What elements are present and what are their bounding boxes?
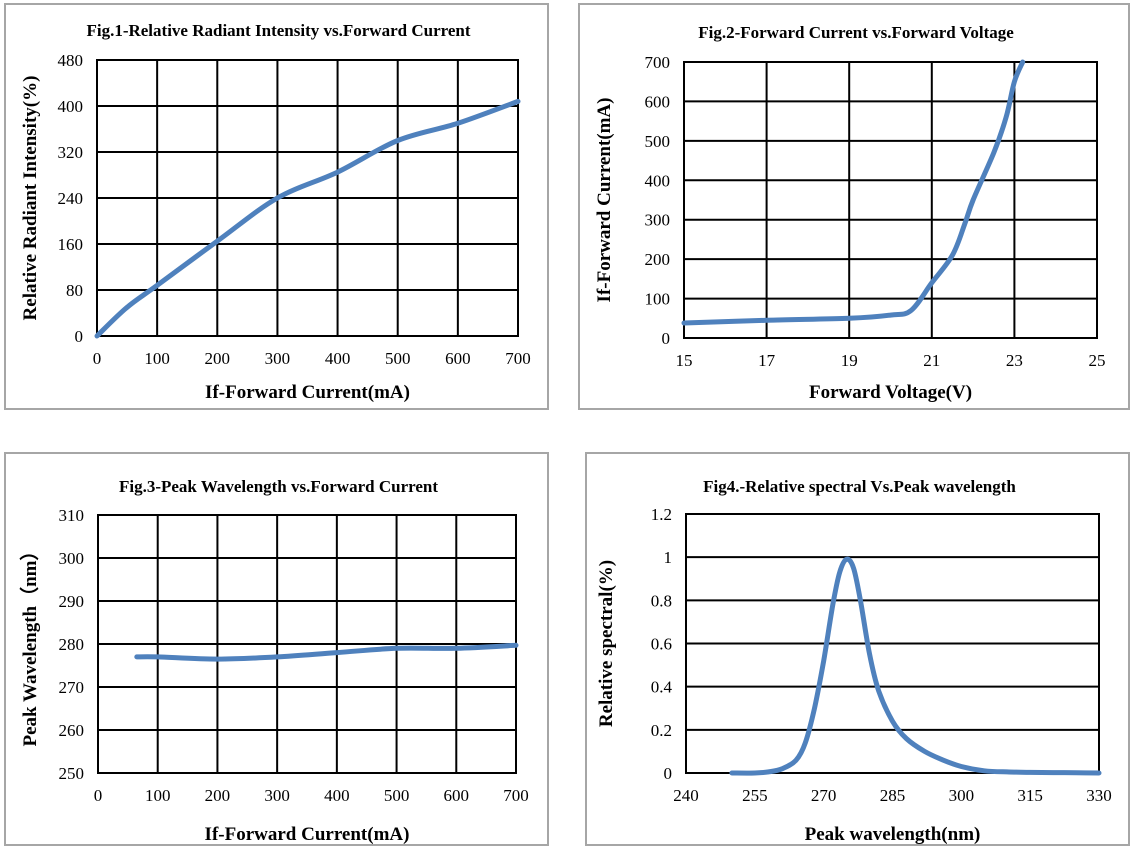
y-axis-title: Relative Radiant Intensity(%) bbox=[20, 76, 41, 321]
x-tick-label: 600 bbox=[444, 786, 470, 805]
y-axis-title: Relative spectral(%) bbox=[596, 560, 617, 727]
x-tick-label: 100 bbox=[144, 349, 170, 368]
series-line bbox=[97, 101, 518, 336]
x-tick-label: 19 bbox=[841, 351, 858, 370]
y-tick-label: 100 bbox=[645, 290, 671, 309]
y-tick-label: 700 bbox=[645, 53, 671, 72]
x-tick-label: 25 bbox=[1089, 351, 1106, 370]
y-tick-label: 0 bbox=[664, 764, 673, 783]
fig3-chart: Fig.3-Peak Wavelength vs.Forward Current… bbox=[6, 454, 551, 848]
x-axis-title: If-Forward Current(mA) bbox=[205, 382, 410, 403]
x-tick-label: 200 bbox=[205, 349, 231, 368]
x-tick-label: 270 bbox=[811, 786, 837, 805]
y-tick-label: 1.2 bbox=[651, 505, 672, 524]
x-tick-label: 700 bbox=[503, 786, 529, 805]
y-tick-label: 500 bbox=[645, 132, 671, 151]
chart-title: Fig.2-Forward Current vs.Forward Voltage bbox=[698, 23, 1014, 42]
x-tick-label: 17 bbox=[758, 351, 776, 370]
y-tick-label: 400 bbox=[58, 97, 84, 116]
fig1-chart: Fig.1-Relative Radiant Intensity vs.Forw… bbox=[6, 5, 551, 412]
x-tick-label: 500 bbox=[385, 349, 411, 368]
y-tick-label: 270 bbox=[59, 678, 85, 697]
y-tick-label: 480 bbox=[58, 51, 84, 70]
x-tick-label: 100 bbox=[145, 786, 171, 805]
y-tick-label: 200 bbox=[645, 250, 671, 269]
y-tick-label: 300 bbox=[645, 211, 671, 230]
x-tick-label: 255 bbox=[742, 786, 768, 805]
y-tick-label: 0 bbox=[75, 327, 84, 346]
x-tick-label: 400 bbox=[324, 786, 350, 805]
x-tick-label: 285 bbox=[880, 786, 906, 805]
x-tick-label: 0 bbox=[93, 349, 102, 368]
x-tick-label: 300 bbox=[265, 349, 291, 368]
y-axis-title: If-Forward Current(mA) bbox=[594, 98, 615, 303]
series-line bbox=[137, 645, 516, 659]
y-tick-label: 160 bbox=[58, 235, 84, 254]
chart-title: Fig.3-Peak Wavelength vs.Forward Current bbox=[119, 477, 438, 496]
x-tick-label: 400 bbox=[325, 349, 351, 368]
y-tick-label: 310 bbox=[59, 506, 85, 525]
x-tick-label: 700 bbox=[505, 349, 531, 368]
x-tick-label: 21 bbox=[923, 351, 940, 370]
fig2-chart: Fig.2-Forward Current vs.Forward Voltage… bbox=[580, 5, 1132, 412]
x-tick-label: 315 bbox=[1017, 786, 1043, 805]
series-line bbox=[732, 559, 1099, 773]
x-tick-label: 240 bbox=[673, 786, 699, 805]
x-tick-label: 600 bbox=[445, 349, 471, 368]
x-axis-title: Forward Voltage(V) bbox=[809, 382, 972, 403]
x-tick-label: 330 bbox=[1086, 786, 1112, 805]
fig3-panel: Fig.3-Peak Wavelength vs.Forward Current… bbox=[4, 452, 549, 846]
fig1-panel: Fig.1-Relative Radiant Intensity vs.Forw… bbox=[4, 3, 549, 410]
x-tick-label: 200 bbox=[205, 786, 231, 805]
x-tick-label: 300 bbox=[264, 786, 290, 805]
y-tick-label: 0.2 bbox=[651, 721, 672, 740]
fig4-chart: Fig4.-Relative spectral Vs.Peak waveleng… bbox=[587, 454, 1132, 848]
x-tick-label: 23 bbox=[1006, 351, 1023, 370]
y-tick-label: 0 bbox=[662, 329, 671, 348]
y-tick-label: 250 bbox=[59, 764, 85, 783]
y-axis-title: Peak Wavelength（nm） bbox=[18, 542, 41, 747]
y-tick-label: 240 bbox=[58, 189, 84, 208]
y-tick-label: 290 bbox=[59, 592, 85, 611]
fig4-panel: Fig4.-Relative spectral Vs.Peak waveleng… bbox=[585, 452, 1130, 846]
x-tick-label: 500 bbox=[384, 786, 410, 805]
plot-area bbox=[684, 62, 1097, 338]
y-tick-label: 80 bbox=[66, 281, 83, 300]
y-tick-label: 0.6 bbox=[651, 635, 672, 654]
y-tick-label: 1 bbox=[664, 548, 673, 567]
x-tick-label: 15 bbox=[676, 351, 693, 370]
y-tick-label: 400 bbox=[645, 171, 671, 190]
chart-title: Fig.1-Relative Radiant Intensity vs.Forw… bbox=[86, 21, 470, 40]
x-tick-label: 300 bbox=[949, 786, 975, 805]
x-tick-label: 0 bbox=[94, 786, 103, 805]
chart-title: Fig4.-Relative spectral Vs.Peak waveleng… bbox=[703, 477, 1016, 496]
y-tick-label: 0.4 bbox=[651, 678, 673, 697]
y-tick-label: 320 bbox=[58, 143, 84, 162]
y-tick-label: 260 bbox=[59, 721, 85, 740]
fig2-panel: Fig.2-Forward Current vs.Forward Voltage… bbox=[578, 3, 1130, 410]
y-tick-label: 600 bbox=[645, 92, 671, 111]
y-tick-label: 300 bbox=[59, 549, 85, 568]
y-tick-label: 0.8 bbox=[651, 591, 672, 610]
y-tick-label: 280 bbox=[59, 635, 85, 654]
